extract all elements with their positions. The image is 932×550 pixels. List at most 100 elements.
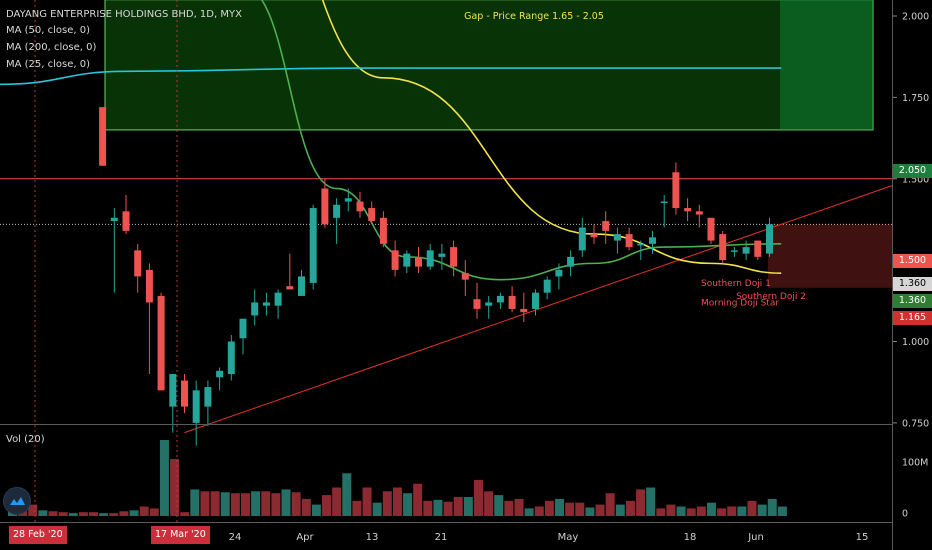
candle-body: [169, 374, 177, 407]
volume-bar: [555, 498, 565, 516]
candle-body: [707, 217, 715, 241]
volume-bar: [271, 493, 281, 516]
volume-bar: [89, 512, 99, 516]
candle-body: [672, 172, 680, 209]
volume-bar: [109, 513, 119, 516]
candle-body: [684, 208, 692, 212]
volume-bar: [352, 500, 362, 516]
volume-bar: [433, 499, 443, 516]
volume-tick-label: 0: [902, 509, 908, 520]
tradingview-logo[interactable]: [3, 487, 31, 515]
volume-bar: [78, 512, 88, 516]
moving-average-lines: [0, 0, 782, 281]
volume-bar: [727, 506, 737, 516]
chart-title: DAYANG ENTERPRISE HOLDINGS BHD, 1D, MYX: [6, 9, 242, 20]
candle-body: [157, 295, 165, 391]
volume-bar: [342, 473, 352, 516]
volume-bar: [170, 459, 180, 516]
candle-body: [262, 302, 270, 306]
volume-bar: [696, 506, 706, 516]
volume-bar: [68, 513, 78, 516]
candle-body: [613, 234, 621, 241]
volume-bar: [544, 500, 554, 516]
legend-ma-200[interactable]: MA (200, close, 0): [6, 42, 97, 53]
time-tick-label: 15: [856, 532, 869, 543]
volume-bar: [484, 491, 494, 516]
volume-bar: [372, 502, 382, 516]
candle-body: [473, 299, 481, 309]
candle-body: [391, 250, 399, 270]
candle-body: [602, 221, 610, 231]
price-tag-resistance: 1.500: [893, 254, 932, 268]
volume-bar: [453, 497, 463, 516]
candle-body: [321, 188, 329, 225]
volume-bar: [291, 492, 301, 516]
volume-bar: [636, 489, 646, 516]
candle-body: [496, 295, 504, 303]
candle-body: [555, 269, 563, 277]
legend-ma-25[interactable]: MA (25, close, 0): [6, 59, 91, 70]
volume-bar: [524, 508, 534, 516]
candle-body: [766, 224, 773, 254]
gap-zone: [104, 0, 874, 131]
volume-bar: [676, 506, 686, 516]
volume-bar: [666, 504, 676, 516]
candle-body: [181, 380, 188, 407]
volume-bar: [261, 491, 271, 516]
candle-body: [274, 292, 282, 306]
price-tick-label: 1.000: [902, 337, 929, 348]
pattern-label: Morning Doji Star: [701, 298, 779, 308]
time-tick-label: 24: [229, 532, 242, 543]
volume-bar: [443, 501, 453, 516]
volume-bar: [423, 500, 433, 516]
candle-body: [625, 234, 633, 248]
candle-body: [532, 292, 539, 309]
volume-bar: [413, 483, 423, 516]
volume-bar: [656, 508, 666, 516]
candle-body: [298, 276, 305, 296]
candle-body: [227, 341, 235, 375]
volume-legend[interactable]: Vol (20): [6, 434, 45, 445]
logo-icon: [10, 497, 25, 505]
support-zone: [768, 224, 893, 288]
pattern-label: Southern Doji 2: [736, 292, 806, 302]
volume-bar: [646, 487, 656, 516]
candle-body: [578, 227, 586, 251]
gap-zone-label: Gap - Price Range 1.65 - 2.05: [464, 11, 604, 22]
volume-bar: [615, 504, 625, 516]
candle-body: [134, 250, 142, 277]
volume-bar: [129, 510, 139, 516]
volume-bar: [28, 504, 38, 516]
candlestick-series[interactable]: [6, 0, 774, 446]
time-tick-label: Apr: [296, 532, 314, 543]
volume-bar: [382, 491, 392, 516]
pattern-label: Southern Doji 1: [701, 279, 771, 289]
candle-body: [508, 295, 516, 309]
candle-body: [333, 204, 341, 218]
candle-body: [99, 107, 107, 166]
candle-body: [485, 302, 493, 306]
candle-body: [251, 302, 259, 316]
price-tick-label: 1.750: [902, 93, 929, 104]
legend-ma-50[interactable]: MA (50, close, 0): [6, 25, 91, 36]
candle-body: [649, 237, 656, 244]
volume-bar: [686, 508, 696, 516]
time-tick-label: 18: [684, 532, 697, 543]
volume-bar: [747, 500, 757, 516]
candle-body: [239, 318, 247, 339]
volume-tick-label: 100M: [902, 458, 928, 469]
volume-bar: [251, 491, 261, 516]
volume-bar: [190, 489, 200, 516]
time-tick-label: 21: [435, 532, 448, 543]
volume-bar: [240, 493, 250, 516]
gap-zone-highlight: [780, 0, 873, 130]
price-tick-label: 0.750: [902, 418, 929, 429]
price-tag-gap-top: 2.050: [893, 164, 932, 178]
volume-bar: [575, 502, 585, 516]
candle-body: [695, 211, 703, 215]
volume-bar: [504, 500, 514, 516]
volume-bar: [38, 510, 48, 516]
candle-body: [110, 217, 118, 222]
volume-bar: [180, 512, 190, 516]
